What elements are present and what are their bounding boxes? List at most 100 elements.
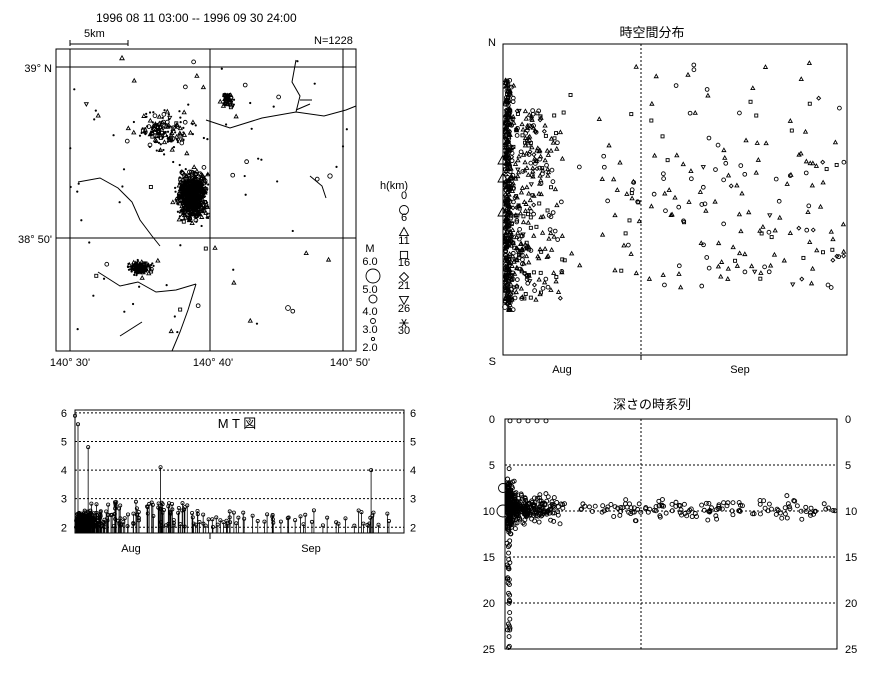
marker-circle xyxy=(576,164,582,170)
marker-square xyxy=(665,158,670,163)
marker-dot xyxy=(151,121,154,124)
marker-dot xyxy=(133,271,137,274)
depth-event xyxy=(523,509,529,515)
marker-dot xyxy=(191,209,194,212)
marker-dot xyxy=(148,111,152,114)
marker-circle xyxy=(514,217,520,223)
marker-tri xyxy=(612,212,618,218)
marker-dot xyxy=(163,109,166,112)
spacetime-frame xyxy=(502,43,848,356)
marker-tri xyxy=(533,158,540,164)
marker-circle xyxy=(506,262,512,268)
marker-tri xyxy=(514,194,520,200)
marker-tri xyxy=(692,110,698,115)
mt-event xyxy=(270,517,275,522)
marker-dot xyxy=(148,145,151,148)
marker-dot xyxy=(260,158,263,161)
marker-circle xyxy=(825,282,831,288)
marker-tri xyxy=(545,253,551,258)
marker-diamond xyxy=(527,149,533,155)
marker-tri xyxy=(200,84,207,90)
marker-tri xyxy=(508,114,514,120)
marker-tri xyxy=(164,108,170,114)
marker-tri xyxy=(814,247,820,253)
marker-tri xyxy=(542,157,548,163)
marker-tri xyxy=(515,169,522,175)
marker-square xyxy=(399,250,409,260)
marker-tri xyxy=(649,100,655,106)
marker-tri xyxy=(516,153,522,159)
lat-label-3850n: 38° 50' xyxy=(18,234,52,246)
marker-tri xyxy=(762,64,769,69)
depth-event xyxy=(681,501,687,507)
marker-tri xyxy=(169,146,175,152)
legend-depth-value: 21 xyxy=(398,280,410,292)
marker-tri xyxy=(531,192,537,198)
marker-tri xyxy=(131,259,137,265)
depth-event xyxy=(505,520,511,526)
marker-tri xyxy=(503,178,509,184)
marker-square xyxy=(503,167,508,172)
mt-event xyxy=(176,506,181,511)
marker-tri xyxy=(95,112,101,118)
marker-tri xyxy=(718,259,725,264)
depth-event xyxy=(694,514,699,519)
marker-tri xyxy=(522,142,529,148)
mt-event xyxy=(365,523,370,528)
marker-tri xyxy=(506,253,512,259)
marker-dot xyxy=(341,145,345,148)
depth-event xyxy=(507,490,513,495)
depth-event xyxy=(512,505,517,511)
depth-event xyxy=(550,510,556,516)
legend-depth-title: h(km) xyxy=(380,180,408,192)
marker-square xyxy=(228,105,233,110)
depth-y-tick-left: 15 xyxy=(483,552,495,564)
marker-square xyxy=(149,269,154,274)
marker-tri xyxy=(526,259,532,265)
marker-tri xyxy=(523,115,529,121)
marker-dot xyxy=(185,201,188,204)
depth-y-tick-left: 5 xyxy=(489,460,495,472)
marker-tri xyxy=(503,217,509,223)
marker-tri xyxy=(522,135,529,141)
marker-dot xyxy=(182,139,185,142)
marker-circle xyxy=(505,119,511,125)
marker-dot xyxy=(176,210,179,213)
marker-circle xyxy=(828,285,834,290)
depth-event xyxy=(505,476,511,482)
marker-tri xyxy=(537,180,543,186)
marker-dot xyxy=(178,176,181,179)
marker-dot xyxy=(178,211,181,214)
marker-square xyxy=(627,218,632,223)
marker-tri xyxy=(553,278,559,284)
marker-circle xyxy=(605,198,610,204)
depth-event xyxy=(549,499,555,505)
marker-circle xyxy=(176,198,181,204)
marker-tri xyxy=(516,203,523,209)
marker-circle xyxy=(723,160,729,166)
epicenter-map xyxy=(55,48,357,352)
marker-square xyxy=(174,121,179,126)
depth-event xyxy=(532,495,537,501)
marker-square xyxy=(528,295,533,300)
marker-circle xyxy=(152,113,158,119)
marker-dot xyxy=(185,182,188,186)
marker-dot xyxy=(345,128,348,131)
spacetime-plot: 時空間分布 N S Aug Sep xyxy=(488,25,848,376)
marker-dot xyxy=(190,203,193,206)
marker-circle xyxy=(543,276,549,282)
marker-tri xyxy=(787,118,793,123)
marker-dot xyxy=(144,269,148,272)
mt-event xyxy=(86,445,91,450)
marker-circle xyxy=(737,110,742,116)
marker-circle xyxy=(244,159,249,165)
marker-tri xyxy=(746,209,752,215)
map-coastline xyxy=(295,103,311,111)
marker-diamond xyxy=(142,130,148,136)
marker-tri xyxy=(503,241,510,247)
depth-event xyxy=(507,517,513,523)
depth-event xyxy=(657,513,663,519)
marker-tri xyxy=(757,227,763,233)
marker-invtri xyxy=(177,137,184,143)
marker-circle xyxy=(104,261,110,267)
